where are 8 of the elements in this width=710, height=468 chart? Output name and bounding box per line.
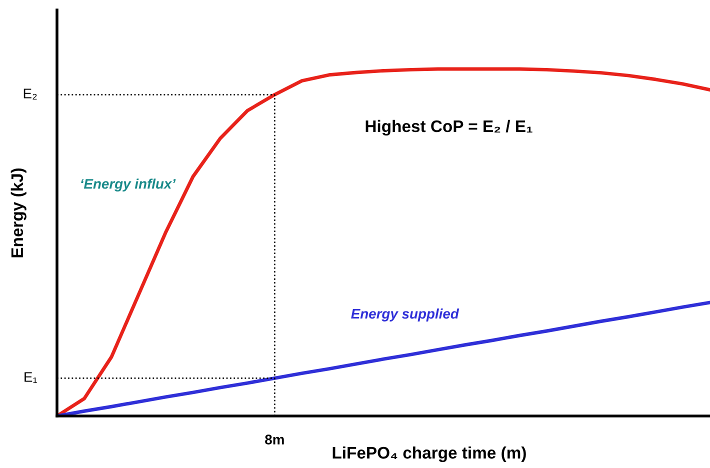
- text: 8m: [265, 434, 284, 444]
- ref-line-label: E₂: [24, 88, 37, 100]
- ref-line-label: E₁: [24, 372, 38, 383]
- annotation: Highest CoP = E₂ / E₁: [366, 120, 532, 136]
- series-label: Energy supplied: [351, 308, 460, 322]
- series-label: ‘Energy influx’: [81, 178, 176, 192]
- x-axis-title: LiFePO₄ charge time (m): [332, 446, 526, 462]
- y-axis-title: Energy (kJ): [10, 168, 26, 258]
